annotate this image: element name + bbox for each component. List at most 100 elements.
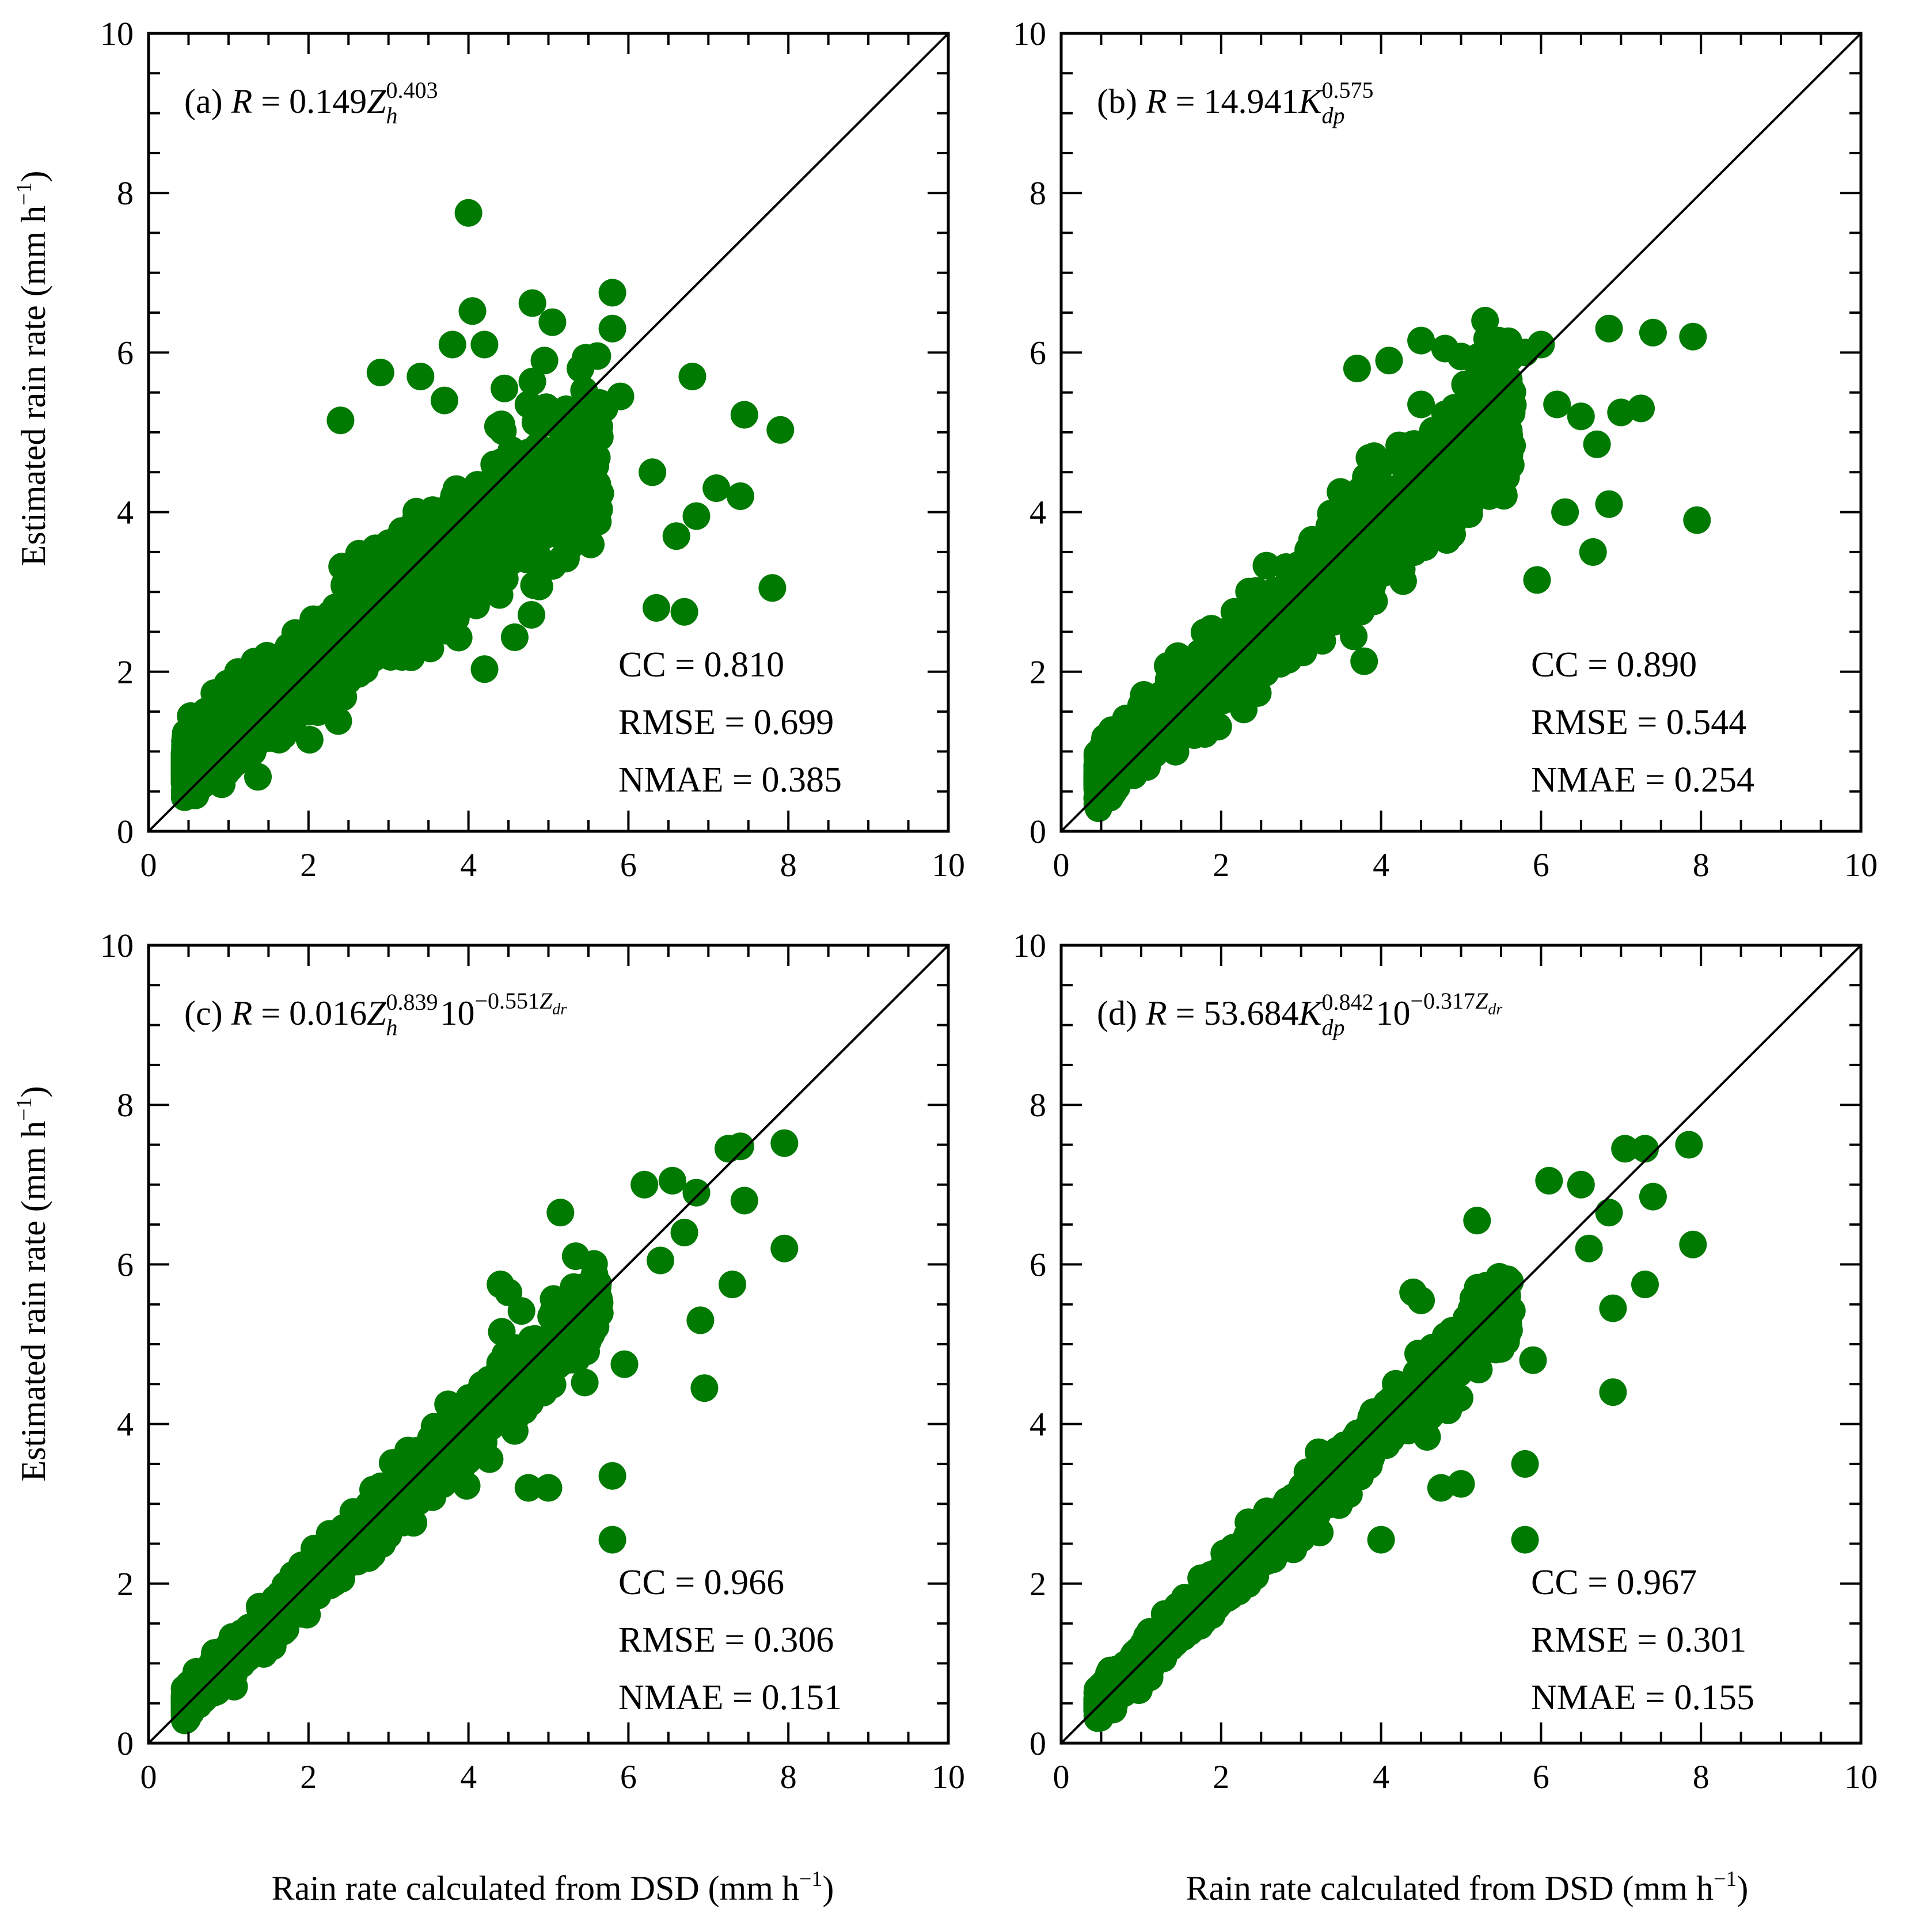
panel-a-rmse: RMSE = 0.699: [618, 703, 834, 742]
y-tick-label: 0: [117, 813, 134, 850]
data-point: [446, 1440, 474, 1468]
x-tick-label: 6: [620, 1758, 637, 1796]
data-point: [377, 636, 405, 664]
data-point: [354, 626, 382, 654]
data-point: [639, 458, 667, 486]
eq-exp: 0.403: [386, 77, 438, 103]
data-point: [1124, 722, 1152, 751]
data-point: [726, 1132, 754, 1161]
eq-lhs: R: [231, 994, 253, 1032]
y-tick-label: 10: [1013, 15, 1046, 52]
x-tick-label: 10: [932, 1758, 965, 1796]
y-tick-label: 8: [117, 174, 134, 212]
data-point: [567, 355, 595, 383]
y-tick-label: 4: [117, 1406, 134, 1443]
y-tick-label: 4: [1030, 494, 1046, 531]
panel-c-rmse: RMSE = 0.306: [618, 1621, 834, 1660]
x-tick-label: 10: [932, 846, 965, 884]
data-point: [702, 474, 731, 502]
data-point: [1355, 444, 1384, 472]
data-point: [1523, 566, 1551, 594]
data-point: [1455, 500, 1483, 528]
panel-b-equation: (b) R = 14.941K0.575 dp: [1097, 77, 1374, 128]
data-point: [1527, 330, 1555, 359]
data-point: [281, 1577, 309, 1606]
y-tick-label: 2: [117, 1565, 134, 1603]
data-point: [670, 1219, 698, 1246]
data-point: [182, 1669, 210, 1697]
data-point: [1551, 498, 1579, 526]
data-point: [194, 735, 222, 763]
data-point: [580, 1261, 609, 1289]
panel-b-nmae: NMAE = 0.254: [1531, 760, 1754, 800]
data-point: [1160, 717, 1188, 746]
data-point: [516, 536, 544, 564]
data-point: [460, 542, 488, 571]
data-point: [1323, 539, 1350, 566]
eq-prefix: (a): [184, 82, 231, 120]
data-point: [1484, 326, 1513, 355]
data-point: [573, 1297, 602, 1325]
data-point: [534, 1474, 563, 1502]
data-point: [489, 417, 517, 445]
data-point: [1294, 536, 1323, 564]
data-point: [1407, 326, 1435, 355]
data-point: [630, 1170, 659, 1199]
data-point: [360, 1485, 389, 1513]
data-point: [324, 1537, 352, 1565]
panel-b-rmse: RMSE = 0.544: [1531, 703, 1746, 742]
data-point: [598, 314, 626, 343]
eq-tail-exp: −0.551: [474, 988, 540, 1014]
data-point: [571, 1368, 599, 1397]
data-point: [1431, 334, 1459, 363]
data-point: [514, 390, 542, 419]
data-point: [1407, 390, 1435, 419]
data-point: [1164, 642, 1192, 670]
data-point: [280, 678, 308, 706]
data-point: [518, 511, 546, 539]
data-point: [407, 363, 435, 390]
data-point: [1370, 483, 1398, 511]
data-point: [1389, 567, 1417, 595]
data-point: [1259, 636, 1287, 664]
panel-b-points: [1083, 307, 1711, 822]
data-point: [326, 406, 355, 435]
data-point: [573, 522, 602, 550]
data-point: [1274, 582, 1302, 610]
panel-c-nmae: NMAE = 0.151: [618, 1678, 842, 1717]
data-point: [231, 695, 259, 724]
data-point: [477, 521, 505, 549]
x-tick-label: 2: [300, 1758, 317, 1796]
data-point: [306, 1570, 335, 1598]
data-point: [1165, 663, 1194, 691]
eq-var-sub: dp: [1322, 102, 1345, 128]
data-point: [1164, 691, 1192, 719]
data-point: [598, 1462, 626, 1490]
data-point: [252, 1625, 280, 1653]
data-point: [518, 289, 546, 317]
data-point: [670, 598, 698, 626]
data-point: [541, 496, 569, 524]
data-point: [470, 330, 499, 359]
data-point: [302, 636, 330, 664]
eq-var: Z: [367, 994, 386, 1032]
y-tick-label: 6: [1030, 334, 1046, 371]
data-point: [328, 553, 356, 581]
data-point: [686, 1306, 715, 1334]
data-point: [1359, 560, 1387, 588]
x-tick-label: 4: [460, 846, 477, 884]
panel-a-equation: (a) R = 0.149Z0.403 h: [184, 77, 438, 128]
eq-lhs: R: [231, 82, 253, 120]
data-point: [1228, 690, 1256, 717]
data-point: [423, 543, 451, 571]
panel-c-reference-line: [147, 944, 949, 1744]
panel-a-cc: CC = 0.810: [618, 645, 784, 684]
data-point: [730, 401, 758, 429]
data-point: [1441, 414, 1469, 442]
data-point: [682, 1178, 711, 1207]
y-tick-label: 2: [117, 653, 134, 691]
